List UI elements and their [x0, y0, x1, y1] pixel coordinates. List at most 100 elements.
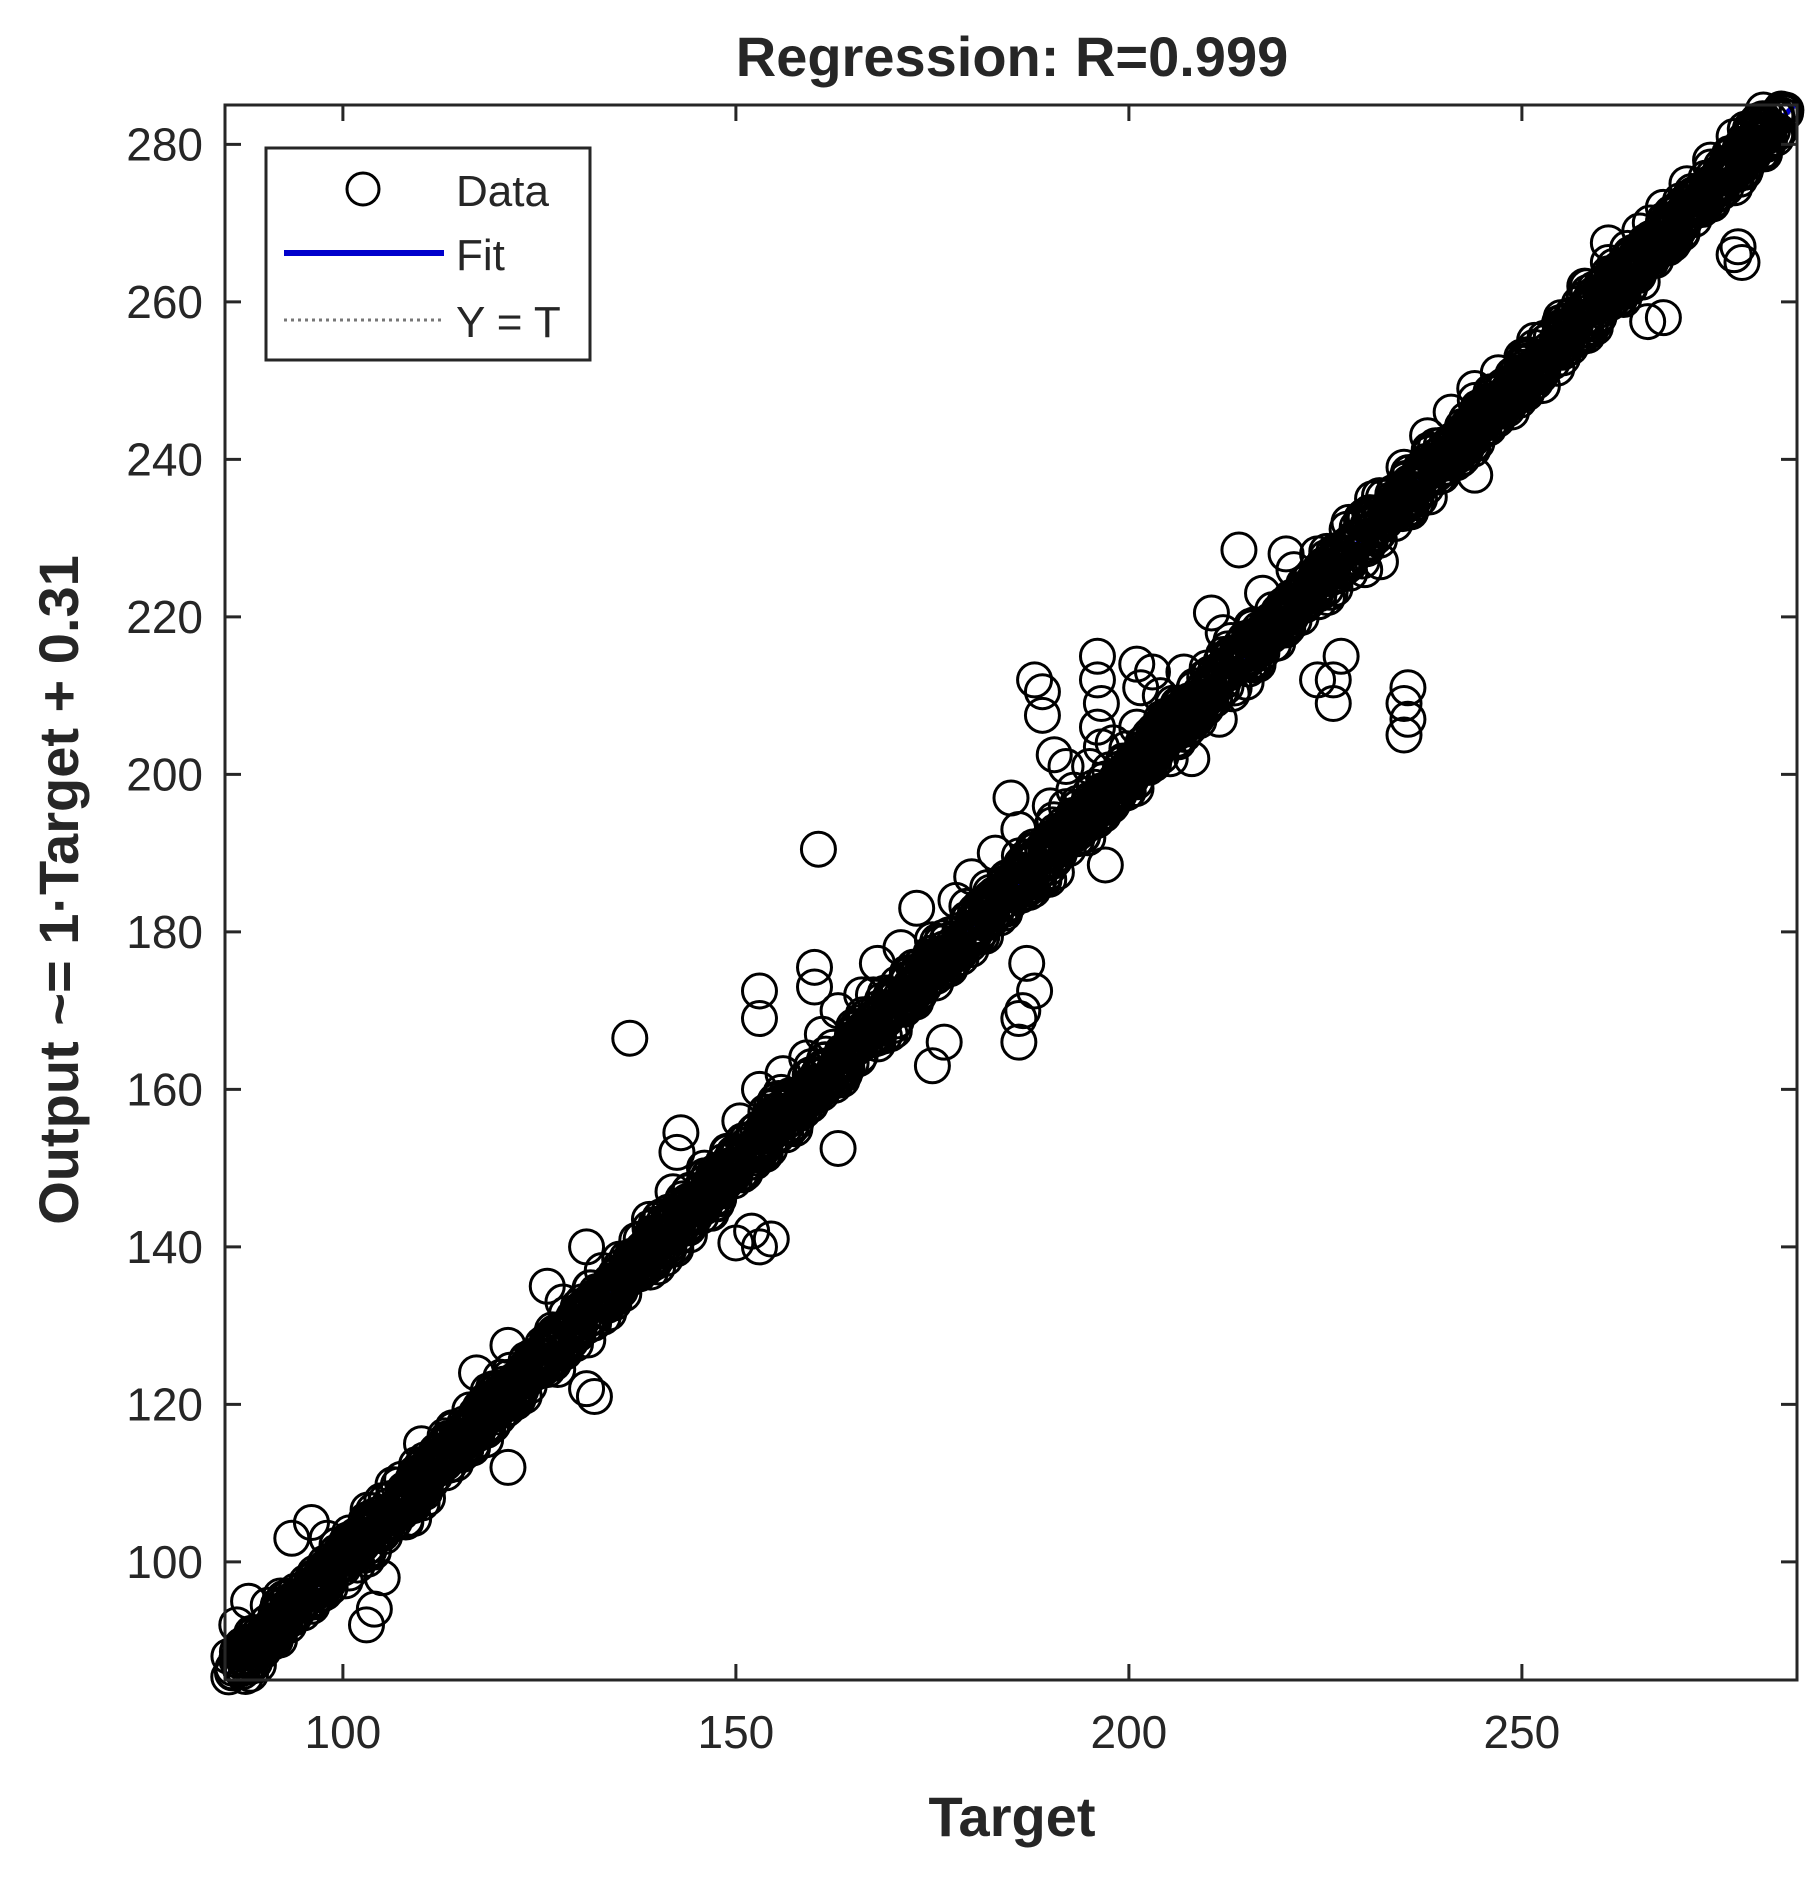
legend: Data Fit Y = T	[264, 146, 592, 362]
data-point	[581, 1282, 619, 1320]
data-point	[311, 1568, 349, 1606]
x-axis-label: Target	[929, 1785, 1096, 1848]
data-point	[1484, 388, 1522, 426]
data-point	[1265, 590, 1303, 628]
data-point	[1089, 788, 1127, 825]
data-point	[227, 1623, 265, 1661]
data-point	[611, 1019, 649, 1057]
data-point	[740, 1000, 778, 1037]
axes-box	[223, 103, 1799, 1682]
data-point	[925, 1023, 963, 1061]
data-point	[679, 1190, 717, 1228]
data-point	[1726, 153, 1764, 191]
data-point	[390, 1475, 427, 1513]
y-tick-label: 100	[126, 1536, 203, 1588]
data-point	[819, 1129, 857, 1167]
data-point	[1715, 236, 1753, 274]
data-point	[1078, 661, 1116, 699]
x-ticks: 100 150 200 250	[305, 105, 1561, 1758]
data-point	[1308, 548, 1346, 586]
data-point	[784, 1083, 822, 1121]
data-point	[890, 971, 928, 1009]
data-point	[1314, 661, 1352, 699]
data-point	[740, 972, 778, 1010]
data-point	[1035, 736, 1073, 774]
data-point	[435, 1431, 473, 1469]
data-point	[297, 1570, 335, 1608]
legend-data-marker	[345, 171, 381, 207]
data-point	[1322, 637, 1360, 675]
data-point	[1266, 605, 1304, 643]
data-point	[1181, 694, 1219, 732]
data-point	[1629, 303, 1667, 341]
data-point	[650, 1193, 688, 1231]
data-point	[568, 1370, 606, 1408]
data-point	[898, 889, 936, 927]
data-point	[1023, 696, 1061, 734]
data-point	[270, 1578, 308, 1616]
data-point	[1168, 695, 1206, 733]
data-point	[1192, 594, 1230, 632]
data-point	[532, 1324, 570, 1362]
data-point	[1444, 424, 1482, 462]
data-point	[387, 1503, 425, 1541]
data-point	[1155, 694, 1193, 732]
data-point	[1000, 1000, 1038, 1037]
data-point	[858, 1019, 896, 1057]
data-point	[499, 1361, 537, 1399]
data-point	[647, 1225, 685, 1263]
data-point	[1086, 846, 1124, 884]
y-ticks: 100 120 140 160 180 200 220 240 260 280	[126, 118, 1797, 1588]
data-point	[1510, 353, 1548, 391]
data-point	[1719, 228, 1757, 266]
data-point	[1391, 489, 1429, 527]
y-axis-label: Output ~= 1·Target + 0.31	[27, 555, 90, 1225]
data-point	[556, 1303, 594, 1341]
data-point	[543, 1334, 581, 1372]
data-point	[629, 1248, 666, 1286]
data-point	[1650, 223, 1688, 261]
y-tick-label: 160	[126, 1063, 203, 1115]
y-tick-label: 140	[126, 1221, 203, 1273]
data-point	[1000, 1023, 1038, 1061]
data-point	[1450, 418, 1488, 456]
data-point	[1082, 685, 1120, 722]
data-point	[1016, 972, 1054, 1010]
data-point	[1385, 716, 1423, 754]
data-point	[1037, 829, 1075, 867]
dense-data-band	[210, 91, 1805, 1696]
data-point	[662, 1114, 700, 1152]
data-point	[1678, 187, 1716, 225]
data-point	[1541, 304, 1579, 342]
y-tick-label: 200	[126, 748, 203, 800]
y-tick-label: 260	[126, 276, 203, 328]
data-point	[746, 1136, 784, 1173]
data-point	[1299, 661, 1337, 699]
data-point	[662, 1194, 700, 1232]
data-point	[1505, 370, 1543, 408]
data-point	[1723, 133, 1761, 171]
data-point	[901, 957, 939, 995]
data-point	[715, 1137, 753, 1175]
data-point	[1190, 685, 1228, 723]
data-point	[1137, 734, 1175, 772]
data-point	[1047, 748, 1085, 785]
data-point	[1673, 173, 1711, 210]
data-point	[372, 1506, 410, 1544]
x-tick-label: 200	[1091, 1706, 1168, 1758]
data-point	[1646, 220, 1684, 258]
data-point	[476, 1386, 514, 1424]
data-point	[917, 964, 955, 1002]
data-point	[1085, 793, 1122, 831]
data-point	[913, 1047, 951, 1085]
y-tick-label: 240	[126, 433, 203, 485]
data-point	[575, 1378, 613, 1415]
data-point	[1465, 387, 1503, 424]
x-tick-label: 100	[305, 1706, 382, 1758]
data-point	[1004, 992, 1042, 1030]
data-point	[861, 1005, 899, 1043]
data-point	[1133, 653, 1171, 691]
data-point	[717, 1224, 755, 1262]
x-tick-label: 250	[1484, 1706, 1561, 1758]
data-point	[370, 1504, 408, 1542]
